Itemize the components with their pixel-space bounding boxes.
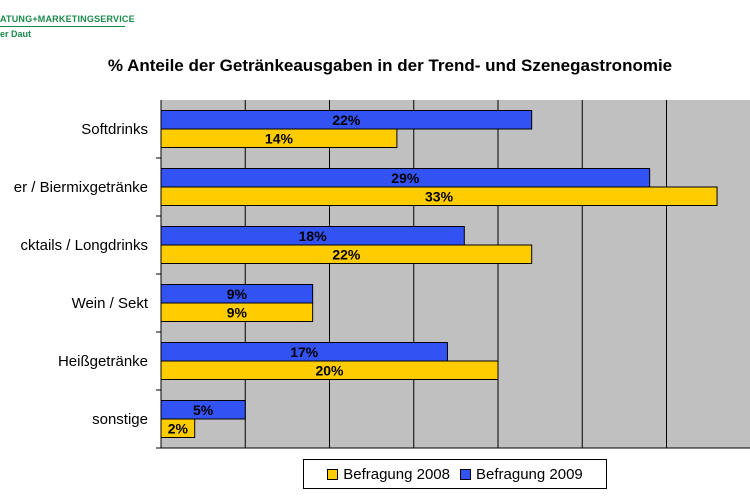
data-label: 18% (299, 228, 328, 244)
category-label: cktails / Longdrinks (20, 237, 148, 254)
category-label: sonstige (92, 411, 148, 428)
data-label: 2% (168, 420, 189, 436)
data-label: 9% (227, 304, 248, 320)
legend-item-2009: Befragung 2009 (460, 466, 583, 483)
bar (160, 186, 718, 206)
data-label: 22% (332, 112, 361, 128)
data-label: 20% (315, 362, 344, 378)
bar (160, 244, 533, 264)
legend-item-2008: Befragung 2008 (327, 466, 450, 483)
category-label: er / Biermixgetränke (14, 179, 148, 196)
category-label: Heißgetränke (58, 353, 148, 370)
data-label: 22% (332, 246, 361, 262)
data-label: 9% (227, 286, 248, 302)
logo-company-name: ATUNG+MARKETINGSERVICE (0, 14, 135, 24)
legend-swatch-2008 (327, 468, 339, 480)
bar (160, 302, 314, 322)
data-label: 17% (290, 344, 319, 360)
data-label: 5% (193, 402, 214, 418)
plot-area (161, 100, 750, 448)
legend: Befragung 2008 Befragung 2009 (303, 459, 607, 489)
chart-title: % Anteile der Getränkeausgaben in der Tr… (107, 56, 673, 75)
bar (160, 400, 246, 420)
legend-swatch-2009 (460, 468, 471, 480)
data-label: 29% (391, 170, 420, 186)
category-label: Softdrinks (81, 121, 148, 138)
logo-rule (0, 26, 125, 27)
legend-label-2008: Befragung 2008 (343, 465, 450, 483)
data-label: 33% (425, 188, 454, 204)
bar (160, 418, 196, 438)
data-label: 14% (265, 130, 294, 146)
logo-person-name: er Daut (0, 29, 32, 39)
category-label: Wein / Sekt (72, 295, 149, 312)
legend-label-2009: Befragung 2009 (476, 465, 583, 483)
bar (160, 128, 398, 148)
bar (160, 360, 499, 380)
